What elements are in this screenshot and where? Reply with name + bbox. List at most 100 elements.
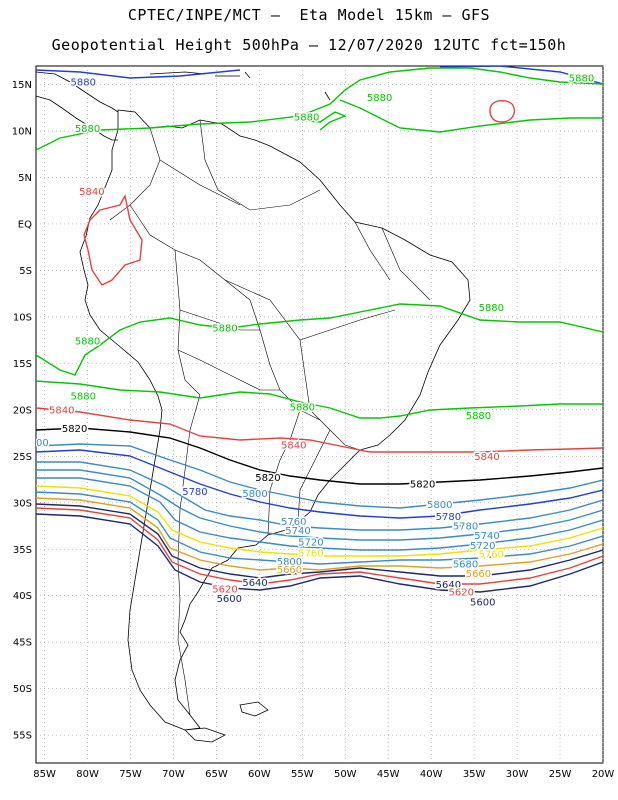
contour-lines	[36, 66, 603, 593]
contour-5880-lower-green	[36, 380, 603, 419]
contour-5820	[36, 427, 603, 485]
lat-lon-grid	[36, 66, 604, 763]
contour-label: 5820	[62, 424, 87, 435]
contour-5700-yellow	[36, 485, 603, 557]
lat-tick-label: 55S	[13, 731, 32, 742]
lat-tick-label: 15N	[12, 80, 32, 91]
contour-label: 5640	[242, 578, 267, 589]
caribbean-islands	[149, 71, 331, 101]
contour-5840-closed-north	[489, 99, 516, 123]
contour-5780	[36, 449, 603, 519]
contour-5640	[36, 503, 603, 579]
lon-tick-label: 50W	[334, 769, 357, 780]
contour-label: 5880	[75, 124, 100, 135]
contour-5840-andes-closed	[83, 194, 143, 286]
lat-tick-label: 15S	[13, 359, 32, 370]
lat-tick-label: 25S	[13, 452, 32, 463]
lon-tick-label: 60W	[248, 769, 271, 780]
contour-label: 5800	[242, 489, 267, 500]
lon-tick-label: 70W	[162, 769, 185, 780]
lon-tick-label: 25W	[549, 769, 572, 780]
lat-tick-label: 5N	[18, 173, 32, 184]
contour-5880-central-green	[36, 303, 603, 376]
lat-tick-label: 30S	[13, 498, 32, 509]
contour-5600	[36, 513, 603, 593]
map-frame	[35, 65, 604, 764]
contour-5720	[36, 477, 603, 551]
lat-tick-label: 10N	[12, 127, 32, 138]
contour-5880-north-green	[36, 67, 603, 151]
contour-label: 5880	[71, 77, 96, 88]
lat-tick-label: EQ	[18, 219, 32, 230]
contour-5760	[36, 461, 603, 531]
contour-5800	[36, 443, 603, 509]
contour-labels: 5880 5880 5880 5880 5880 5840 5880 5880 5880 5880…	[23, 72, 596, 610]
contour-label: 5800	[277, 557, 302, 568]
contour-label: 5780	[453, 522, 478, 533]
contour-label: 5840	[79, 187, 104, 198]
lon-tick-label: 40W	[420, 769, 443, 780]
lon-tick-label: 20W	[592, 769, 615, 780]
contour-label: 5660	[466, 569, 491, 580]
contour-label: 5640	[436, 580, 461, 591]
lat-tick-label: 35S	[13, 545, 32, 556]
lat-tick-label: 50S	[13, 684, 32, 695]
contour-5840	[36, 407, 603, 453]
lat-tick-label: 10S	[13, 312, 32, 323]
contour-label: 5760	[298, 548, 323, 559]
central-america-coast	[36, 71, 119, 141]
lon-tick-label: 45W	[377, 769, 400, 780]
contour-label: 5880	[75, 337, 100, 348]
contour-label: 5880	[212, 324, 237, 335]
contour-label: 5760	[479, 549, 504, 560]
contour-label: 5800	[427, 500, 452, 511]
contour-label: 5820	[255, 473, 280, 484]
contour-label: 5780	[436, 512, 461, 523]
lon-tick-label: 30W	[506, 769, 529, 780]
contour-label: 5880	[290, 403, 315, 414]
contour-5740	[36, 469, 603, 541]
contour-label: 5720	[298, 537, 323, 548]
lon-tick-label: 65W	[205, 769, 228, 780]
lon-tick-label: 85W	[33, 769, 56, 780]
contour-5880-north-blue	[36, 66, 603, 85]
contour-5680	[36, 491, 603, 565]
contour-label: 5880	[71, 391, 96, 402]
lat-tick-label: 40S	[13, 591, 32, 602]
falkland-islands	[239, 701, 269, 717]
lon-tick-label: 55W	[291, 769, 314, 780]
contour-label: 5620	[212, 585, 237, 596]
contour-label: 5840	[281, 441, 306, 452]
contour-label: 5660	[277, 565, 302, 576]
contour-label: 5880	[367, 93, 392, 104]
lon-tick-label: 80W	[76, 769, 99, 780]
tierra-del-fuego	[184, 727, 226, 743]
map-title-line1: CPTEC/INPE/MCT – Eta Model 15km – GFS	[127, 6, 491, 24]
lat-tick-label: 5S	[19, 266, 32, 277]
contour-label: 5840	[474, 452, 499, 463]
lon-tick-label: 35W	[463, 769, 486, 780]
contour-5620	[36, 507, 603, 585]
contour-label: 5880	[294, 113, 319, 124]
contour-label: 5880	[479, 303, 504, 314]
axis-tick-labels: 15N 10N 5N EQ 5S 10S 15S 20S 25S 30S 35S 40S 45S 50S 5…	[12, 80, 615, 780]
contour-label: 5800	[23, 438, 48, 449]
contour-label: 5780	[182, 487, 207, 498]
contour-label: 5820	[410, 480, 435, 491]
contour-label: 5760	[281, 517, 306, 528]
contour-label: 5880	[569, 74, 594, 85]
contour-label: 5600	[470, 598, 495, 609]
contour-label: 5740	[474, 531, 499, 542]
contour-label: 5740	[285, 526, 310, 537]
lat-tick-label: 45S	[13, 638, 32, 649]
contour-5660	[36, 497, 603, 571]
country-borders	[109, 119, 431, 716]
contour-label: 5600	[217, 594, 242, 605]
contour-label: 5620	[449, 588, 474, 599]
lat-tick-label: 20S	[13, 405, 32, 416]
lon-tick-label: 75W	[119, 769, 142, 780]
contour-label: 5880	[466, 411, 491, 422]
map-title-line2: Geopotential Height 500hPa – 12/07/2020 …	[51, 36, 567, 54]
contour-label: 5680	[453, 560, 478, 571]
